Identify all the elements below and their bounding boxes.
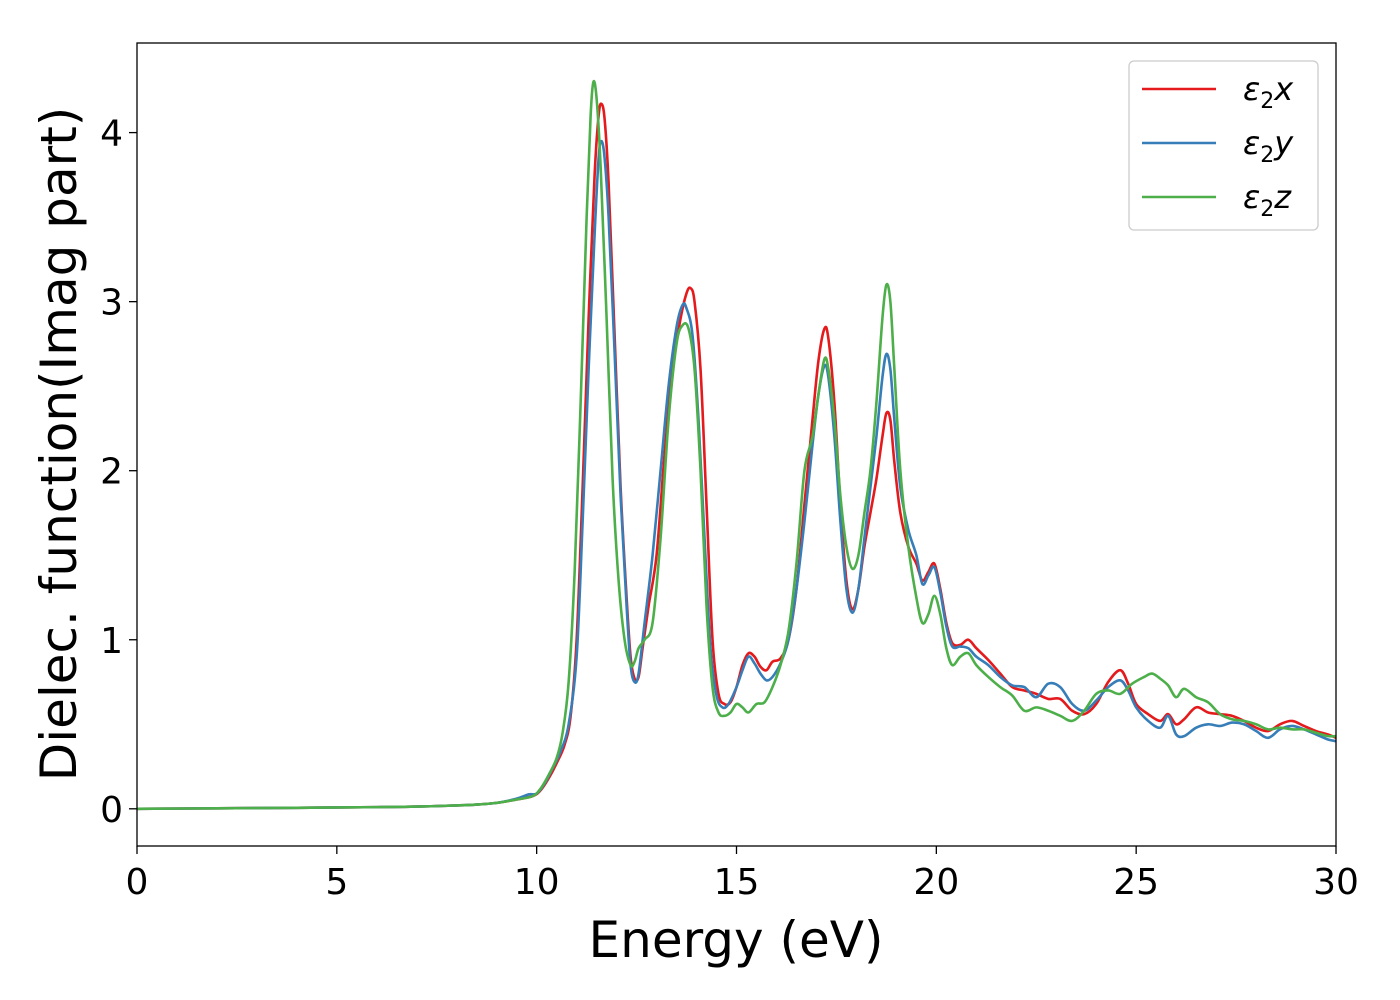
x-tick-label: 10 bbox=[514, 862, 560, 903]
x-axis-label: Energy (eV) bbox=[589, 911, 884, 969]
y-tick-label: 4 bbox=[100, 114, 123, 155]
legend-label-z: ε2z bbox=[1243, 178, 1292, 222]
legend: ε2x ε2y ε2z bbox=[1128, 60, 1319, 231]
y-tick-label: 1 bbox=[100, 621, 123, 662]
x-tick-label: 0 bbox=[126, 862, 149, 903]
legend-frame bbox=[1128, 60, 1319, 231]
series-line-x bbox=[136, 102, 1337, 811]
x-tick-label: 25 bbox=[1113, 862, 1159, 903]
series-line-z bbox=[136, 79, 1337, 811]
y-axis-ticks: 0 1 2 3 4 bbox=[100, 114, 137, 831]
y-tick-label: 0 bbox=[100, 790, 123, 831]
x-tick-label: 15 bbox=[714, 862, 760, 903]
x-tick-label: 5 bbox=[325, 862, 348, 903]
y-tick-label: 2 bbox=[100, 452, 123, 493]
legend-label-x: ε2x bbox=[1243, 70, 1294, 114]
legend-label-y: ε2y bbox=[1243, 124, 1294, 168]
y-tick-label: 3 bbox=[100, 283, 123, 324]
x-tick-label: 20 bbox=[913, 862, 959, 903]
series-layer bbox=[136, 79, 1337, 811]
y-axis-label: Dielec. function(Imag part) bbox=[30, 107, 88, 782]
x-axis-ticks: 0 5 10 15 20 25 30 bbox=[126, 846, 1359, 903]
x-tick-label: 30 bbox=[1313, 862, 1359, 903]
